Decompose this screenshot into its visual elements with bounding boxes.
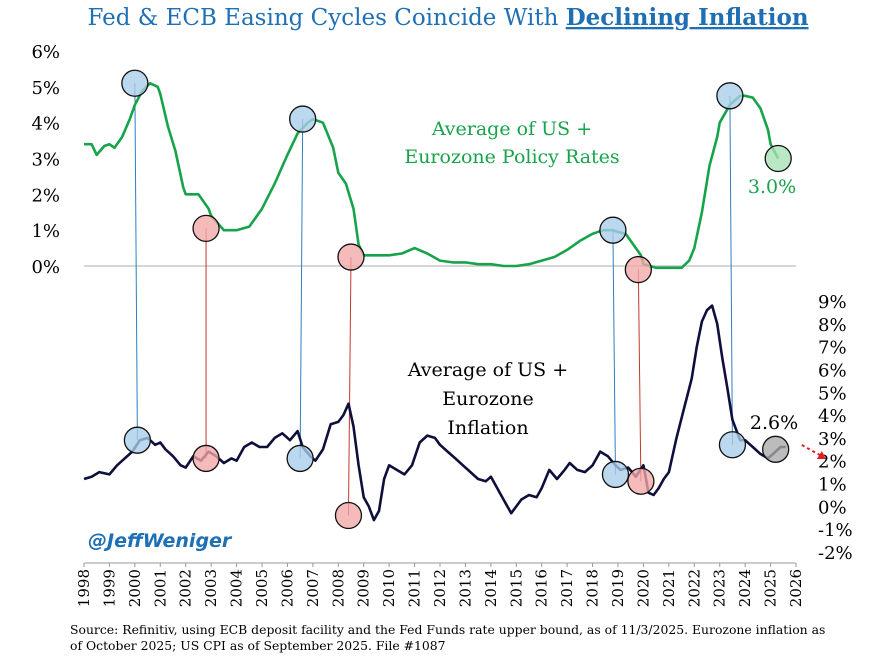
peak-inflation-marker — [718, 431, 747, 459]
policy-rate-line — [84, 82, 780, 270]
x-tick-label: 2009 — [355, 569, 373, 607]
right-tick-label: 8% — [818, 315, 847, 336]
peak-rate-marker — [121, 69, 149, 97]
right-tick-label: 3% — [818, 429, 847, 450]
x-tick-label: 2020 — [634, 569, 652, 607]
right-tick-label: 0% — [818, 497, 847, 518]
peak-inflation-marker — [123, 426, 152, 454]
x-tick-label: 2012 — [431, 569, 449, 607]
marker-connectors — [134, 83, 733, 516]
chart-title: Fed & ECB Easing Cycles Coincide With De… — [87, 4, 808, 31]
inflation-series-label: Inflation — [447, 417, 528, 439]
marker-connector — [134, 83, 138, 441]
inflation-series-label: Average of US + — [407, 359, 568, 381]
trough-rate-marker — [624, 255, 652, 284]
markers — [121, 69, 792, 530]
marker-connector — [347, 257, 352, 516]
marker-connector — [637, 269, 642, 482]
x-tick-label: 2007 — [304, 569, 322, 607]
right-tick-label: 1% — [818, 475, 847, 496]
peak-rate-marker — [716, 82, 744, 110]
chart-title-emphasis: Declining Inflation — [566, 4, 809, 31]
left-tick-label: 0% — [31, 257, 60, 278]
x-tick-label: 1998 — [75, 569, 93, 607]
x-tick-label: 2005 — [253, 569, 271, 607]
peak-rate-marker — [599, 216, 627, 244]
x-tick-label: 2017 — [558, 569, 576, 607]
source-note: Source: Refinitiv, using ECB deposit fac… — [70, 622, 825, 653]
right-tick-label: 6% — [818, 360, 847, 381]
left-tick-label: 5% — [31, 78, 60, 99]
source-line-1: Source: Refinitiv, using ECB deposit fac… — [70, 622, 825, 637]
marker-connector — [612, 230, 616, 475]
x-tick-label: 2019 — [609, 569, 627, 607]
left-tick-label: 3% — [31, 150, 60, 171]
x-tick-label: 2026 — [787, 569, 805, 607]
x-tick-label: 1999 — [100, 569, 118, 607]
peak-inflation-marker — [601, 460, 630, 489]
rate-end-label: 3.0% — [748, 176, 796, 198]
x-tick-label: 2010 — [380, 569, 398, 607]
forecast-arrow-head — [816, 451, 826, 460]
marker-connector — [299, 119, 304, 459]
x-tick-label: 2022 — [685, 569, 703, 607]
end-rate-marker — [764, 144, 792, 173]
x-tick-label: 2006 — [278, 569, 296, 607]
x-tick-label: 2024 — [736, 569, 754, 607]
inflation-end-label: 2.6% — [750, 412, 798, 434]
left-tick-label: 6% — [31, 42, 60, 63]
trough-inflation-marker — [627, 467, 655, 495]
x-tick-label: 2001 — [151, 569, 169, 607]
source-line-2: of October 2025; US CPI as of September … — [70, 638, 446, 653]
right-tick-label: 7% — [818, 338, 847, 359]
inflation-series-label: Eurozone — [442, 388, 534, 410]
x-tick-label: 2015 — [507, 569, 525, 607]
x-tick-label: 2004 — [228, 569, 246, 607]
x-tick-label: 2013 — [456, 569, 474, 607]
x-tick-label: 2023 — [711, 569, 729, 607]
left-tick-label: 1% — [31, 221, 60, 242]
right-tick-label: 9% — [818, 292, 847, 313]
x-tick-label: 2014 — [482, 569, 500, 607]
rate-series-label: Average of US + — [431, 118, 592, 140]
right-tick-label: -2% — [818, 543, 853, 564]
left-tick-label: 2% — [31, 185, 60, 206]
trough-inflation-marker — [334, 501, 363, 530]
x-tick-label: 2018 — [584, 569, 602, 607]
x-tick-label: 2000 — [126, 569, 144, 607]
marker-connector — [729, 95, 733, 445]
right-tick-label: 4% — [818, 406, 847, 427]
x-tick-label: 2008 — [329, 569, 347, 607]
trough-rate-marker — [337, 243, 365, 271]
right-tick-label: 2% — [818, 452, 847, 473]
x-tick-label: 2025 — [762, 569, 780, 607]
peak-inflation-marker — [286, 444, 314, 473]
right-tick-label: -1% — [818, 520, 853, 541]
peak-rate-marker — [289, 105, 317, 133]
trough-rate-marker — [192, 214, 220, 243]
x-tick-label: 2011 — [406, 569, 424, 607]
x-tick-label: 2002 — [177, 569, 195, 607]
inflation-line — [83, 304, 786, 522]
x-tick-label: 2021 — [660, 569, 678, 607]
series-labels: Average of US + Eurozone Policy Rates 3.0%… — [404, 118, 798, 439]
chart-title-main: Fed & ECB Easing Cycles Coincide With — [87, 5, 565, 31]
right-tick-label: 5% — [818, 383, 847, 404]
end-inflation-marker — [762, 435, 790, 463]
x-tick-label: 2016 — [533, 569, 551, 607]
author-handle: @JeffWeniger — [88, 530, 233, 552]
left-tick-label: 4% — [31, 114, 60, 135]
x-tick-label: 2003 — [202, 569, 220, 607]
axes: 0%1%2%3%4%5%6%-2%-1%0%1%2%3%4%5%6%7%8%9%… — [31, 42, 852, 607]
trough-inflation-marker — [192, 444, 220, 473]
rate-series-label: Eurozone Policy Rates — [404, 146, 619, 168]
